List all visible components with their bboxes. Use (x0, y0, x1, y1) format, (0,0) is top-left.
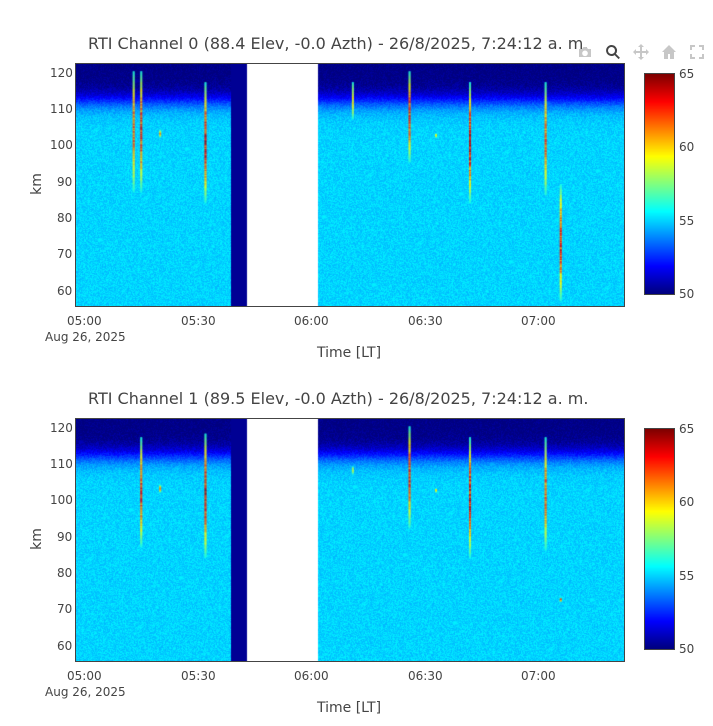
plot-title: RTI Channel 1 (89.5 Elev, -0.0 Azth) - 2… (88, 389, 589, 408)
colorbar-tick: 60 (679, 140, 695, 154)
y-axis-label: km (28, 528, 45, 550)
x-tick: 05:30 (181, 669, 216, 683)
colorbar-tick: 60 (679, 495, 695, 509)
colorbar-tick: 65 (679, 422, 695, 436)
colorbar[interactable] (644, 428, 675, 650)
x-tick: 05:00 (67, 314, 102, 328)
heatmap-area[interactable] (75, 418, 625, 662)
y-tick: 80 (57, 566, 73, 580)
y-tick: 120 (50, 421, 73, 435)
y-tick: 110 (50, 457, 73, 471)
y-tick: 70 (57, 247, 73, 261)
colorbar-gradient (645, 429, 674, 649)
home-icon[interactable] (659, 42, 679, 62)
x-tick: 07:00 (521, 314, 556, 328)
autoscale-icon[interactable] (687, 42, 707, 62)
modebar (575, 42, 707, 62)
y-tick: 120 (50, 66, 73, 80)
heatmap (76, 64, 624, 306)
x-tick: 06:00 (294, 669, 329, 683)
heatmap-area[interactable] (75, 63, 625, 307)
x-axis-label: Time [LT] (317, 345, 382, 361)
y-tick: 60 (57, 639, 73, 653)
y-tick: 90 (57, 175, 73, 189)
pan-icon[interactable] (631, 42, 651, 62)
x-date-label: Aug 26, 2025 (45, 685, 126, 699)
x-tick: 07:00 (521, 669, 556, 683)
x-date-label: Aug 26, 2025 (45, 330, 126, 344)
colorbar-tick: 55 (679, 214, 695, 228)
y-tick: 110 (50, 102, 73, 116)
y-axis-label: km (28, 173, 45, 195)
y-tick: 100 (50, 493, 73, 507)
colorbar-gradient (645, 74, 674, 294)
colorbar-tick: 55 (679, 569, 695, 583)
colorbar-tick: 50 (679, 642, 695, 656)
zoom-icon[interactable] (603, 42, 623, 62)
camera-icon[interactable] (575, 42, 595, 62)
y-tick: 70 (57, 602, 73, 616)
heatmap (76, 419, 624, 661)
y-tick: 100 (50, 138, 73, 152)
x-tick: 05:30 (181, 314, 216, 328)
x-tick: 06:30 (408, 314, 443, 328)
colorbar-tick: 50 (679, 287, 695, 301)
y-tick: 90 (57, 530, 73, 544)
colorbar[interactable] (644, 73, 675, 295)
plot-title: RTI Channel 0 (88.4 Elev, -0.0 Azth) - 2… (88, 34, 589, 53)
y-tick: 80 (57, 211, 73, 225)
x-tick: 05:00 (67, 669, 102, 683)
x-axis-label: Time [LT] (317, 700, 382, 716)
y-tick: 60 (57, 284, 73, 298)
x-tick: 06:00 (294, 314, 329, 328)
colorbar-tick: 65 (679, 67, 695, 81)
x-tick: 06:30 (408, 669, 443, 683)
